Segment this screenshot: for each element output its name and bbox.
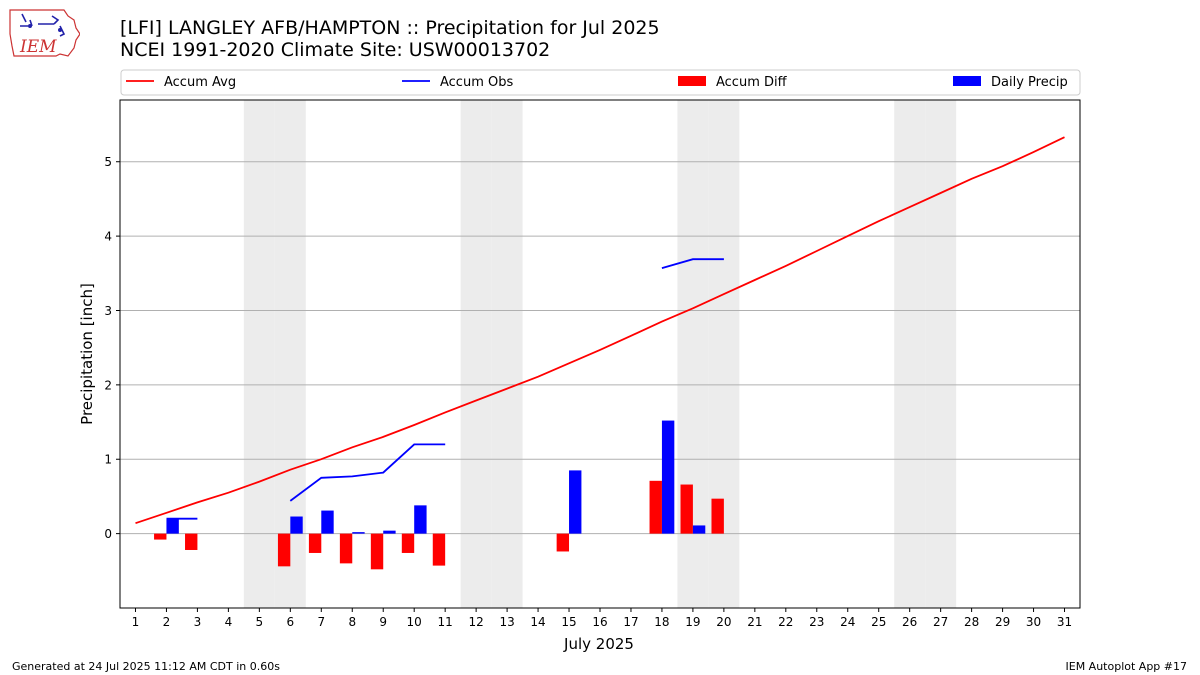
legend-swatch-3 xyxy=(953,76,981,86)
accum-obs-line-1 xyxy=(289,443,446,502)
legend-frame xyxy=(120,69,1081,96)
weekend-band-day-12 xyxy=(460,100,492,608)
x-tick-label-24: 24 xyxy=(840,615,855,629)
x-tick-label-10: 10 xyxy=(407,615,422,629)
y-tick-label-5: 5 xyxy=(104,155,112,169)
legend-label-0: Accum Avg xyxy=(164,75,236,90)
legend-label-1: Accum Obs xyxy=(440,75,513,90)
x-tick-label-20: 20 xyxy=(716,615,731,629)
daily-precip-bar-day-9 xyxy=(383,530,396,534)
accum-diff-bar-day-2 xyxy=(154,533,167,540)
accum-diff-bar-day-8 xyxy=(339,533,353,564)
x-tick-label-8: 8 xyxy=(348,615,356,629)
accum-diff-bar-day-19 xyxy=(680,484,693,534)
x-tick-label-25: 25 xyxy=(871,615,886,629)
accum-diff-bar-day-20 xyxy=(711,498,724,534)
accum-diff-bar-day-18 xyxy=(649,480,662,534)
y-axis-label: Precipitation [inch] xyxy=(78,283,96,425)
weekend-shading xyxy=(243,100,957,608)
x-tick-label-19: 19 xyxy=(685,615,700,629)
x-tick-label-3: 3 xyxy=(194,615,202,629)
line-series xyxy=(135,136,1065,525)
accum-diff-bar-day-9 xyxy=(370,533,384,570)
x-tick-label-1: 1 xyxy=(132,615,140,629)
x-tick-label-18: 18 xyxy=(654,615,669,629)
x-tick-label-15: 15 xyxy=(561,615,576,629)
x-tick-label-26: 26 xyxy=(902,615,917,629)
x-tick-label-14: 14 xyxy=(530,615,545,629)
accum-diff-bar-day-11 xyxy=(432,533,446,566)
accum-diff-bar-day-10 xyxy=(401,533,415,553)
y-tick-label-0: 0 xyxy=(104,527,112,541)
iem-logo: IEM xyxy=(8,6,81,60)
x-tick-label-21: 21 xyxy=(747,615,762,629)
x-tick-label-9: 9 xyxy=(379,615,387,629)
x-tick-label-5: 5 xyxy=(256,615,264,629)
x-tick-label-29: 29 xyxy=(995,615,1010,629)
daily-precip-bar-day-7 xyxy=(321,510,334,534)
y-tick-label-2: 2 xyxy=(104,378,112,392)
y-tick-label-1: 1 xyxy=(104,453,112,467)
y-gridlines xyxy=(120,161,1080,535)
accum-diff-bar-day-7 xyxy=(308,533,322,553)
daily-precip-bar-day-19 xyxy=(692,525,706,534)
x-tick-label-6: 6 xyxy=(287,615,295,629)
x-tick-label-23: 23 xyxy=(809,615,824,629)
weekend-band-day-26 xyxy=(894,100,926,608)
legend-swatch-2 xyxy=(678,76,706,86)
x-axis-ticks: 1 2 3 4 5 6 7 8 9 10 11 12 13 14 15 16 17 18 19 20 21 22 23 24 2… xyxy=(132,608,1072,629)
daily-precip-bar-day-2 xyxy=(166,518,179,534)
generated-timestamp: Generated at 24 Jul 2025 11:12 AM CDT in… xyxy=(12,660,280,673)
x-tick-label-22: 22 xyxy=(778,615,793,629)
x-tick-label-4: 4 xyxy=(225,615,233,629)
weekend-band-day-27 xyxy=(925,100,957,608)
weekend-band-day-5 xyxy=(243,100,275,608)
x-tick-label-7: 7 xyxy=(317,615,325,629)
accum-diff-bar-day-15 xyxy=(556,533,570,552)
x-tick-label-28: 28 xyxy=(964,615,979,629)
accum-avg-line-0 xyxy=(135,136,1065,525)
legend: Accum Avg Accum Obs Accum Diff Daily Precip xyxy=(120,69,1081,96)
daily-precip-bar-day-8 xyxy=(352,532,365,534)
accum-diff-bar-day-6 xyxy=(277,533,291,567)
x-tick-label-13: 13 xyxy=(499,615,514,629)
x-tick-label-11: 11 xyxy=(438,615,453,629)
y-tick-label-4: 4 xyxy=(104,230,112,244)
logo-text: IEM xyxy=(19,37,57,57)
iowa-map-outline-icon xyxy=(9,9,81,57)
x-tick-label-30: 30 xyxy=(1026,615,1041,629)
daily-precip-bar-day-15 xyxy=(569,470,582,534)
x-tick-label-2: 2 xyxy=(163,615,171,629)
bar-series xyxy=(154,420,724,570)
accum-diff-bar-day-3 xyxy=(185,533,198,550)
x-tick-label-31: 31 xyxy=(1057,615,1072,629)
daily-precip-bar-day-6 xyxy=(290,516,303,534)
y-tick-label-3: 3 xyxy=(104,304,112,318)
weekend-band-day-13 xyxy=(491,100,523,608)
legend-label-2: Accum Diff xyxy=(716,75,788,90)
app-id-label: IEM Autoplot App #17 xyxy=(1065,660,1188,673)
y-axis-ticks: 0 1 2 3 4 5 xyxy=(104,155,120,541)
daily-precip-bar-day-10 xyxy=(414,505,427,534)
x-axis-label: July 2025 xyxy=(563,635,634,653)
accum-obs-line-2 xyxy=(661,258,724,269)
x-tick-label-12: 12 xyxy=(468,615,483,629)
chart-subtitle: NCEI 1991-2020 Climate Site: USW00013702 xyxy=(120,39,551,61)
x-tick-label-17: 17 xyxy=(623,615,638,629)
chart-title: [LFI] LANGLEY AFB/HAMPTON :: Precipitati… xyxy=(120,17,660,39)
x-tick-label-16: 16 xyxy=(592,615,607,629)
weather-station-icon xyxy=(20,13,66,37)
daily-precip-bar-day-18 xyxy=(661,420,675,534)
legend-label-3: Daily Precip xyxy=(991,75,1068,90)
x-tick-label-27: 27 xyxy=(933,615,948,629)
